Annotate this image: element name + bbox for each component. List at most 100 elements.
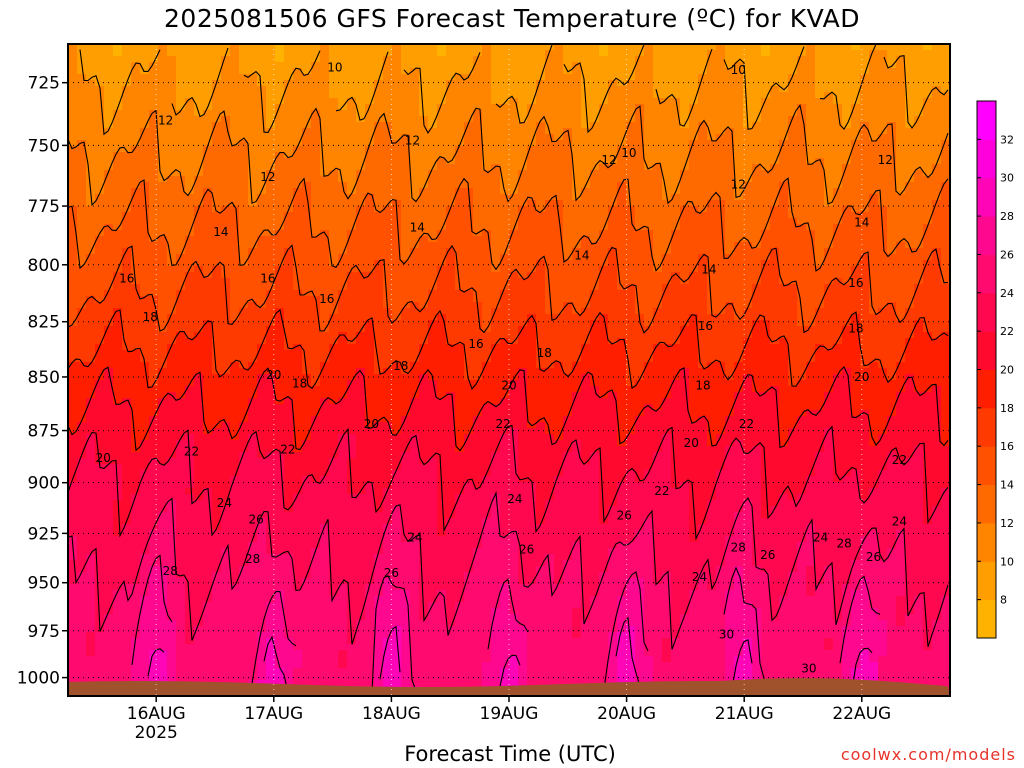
field-cell: [275, 338, 285, 345]
field-cell: [383, 422, 393, 429]
field-cell: [428, 314, 438, 321]
field-cell: [221, 380, 231, 387]
field-cell: [212, 140, 222, 147]
field-cell: [194, 242, 204, 249]
field-cell: [266, 638, 276, 645]
field-cell: [383, 218, 393, 225]
field-cell: [293, 464, 303, 471]
field-cell: [293, 542, 303, 549]
field-cell: [374, 326, 384, 333]
field-cell: [194, 194, 204, 201]
field-cell: [302, 80, 312, 87]
field-cell: [338, 326, 348, 333]
field-cell: [464, 176, 474, 183]
field-cell: [464, 656, 474, 663]
field-cell: [392, 368, 402, 375]
field-cell: [203, 398, 213, 405]
field-cell: [122, 260, 132, 267]
field-cell: [77, 644, 87, 651]
field-cell: [140, 200, 150, 207]
field-cell: [221, 416, 231, 423]
field-cell: [212, 638, 222, 645]
field-cell: [392, 380, 402, 387]
field-cell: [419, 266, 429, 273]
field-cell: [167, 434, 177, 441]
field-cell: [122, 500, 132, 507]
field-cell: [77, 584, 87, 591]
field-cell: [275, 488, 285, 495]
field-cell: [86, 542, 96, 549]
field-cell: [113, 596, 123, 603]
field-cell: [302, 128, 312, 135]
field-cell: [68, 344, 78, 351]
field-cell: [338, 572, 348, 579]
field-cell: [284, 116, 294, 123]
field-cell: [428, 524, 438, 531]
field-cell: [68, 494, 78, 501]
field-cell: [212, 356, 222, 363]
field-cell: [284, 188, 294, 195]
field-cell: [113, 194, 123, 201]
field-cell: [77, 218, 87, 225]
field-cell: [212, 308, 222, 315]
field-cell: [320, 518, 330, 525]
field-cell: [446, 470, 456, 477]
field-cell: [167, 182, 177, 189]
field-cell: [302, 56, 312, 63]
field-cell: [248, 506, 258, 513]
field-cell: [113, 626, 123, 633]
field-cell: [68, 110, 78, 117]
field-cell: [131, 602, 141, 609]
field-cell: [410, 158, 420, 165]
field-cell: [158, 164, 168, 171]
field-cell: [86, 176, 96, 183]
field-cell: [374, 482, 384, 489]
field-cell: [113, 236, 123, 243]
field-cell: [320, 332, 330, 339]
field-cell: [401, 524, 411, 531]
field-cell: [302, 416, 312, 423]
field-cell: [455, 176, 465, 183]
field-cell: [212, 380, 222, 387]
field-cell: [140, 398, 150, 405]
field-cell: [284, 518, 294, 525]
field-cell: [104, 326, 114, 333]
field-cell: [203, 122, 213, 129]
field-cell: [104, 542, 114, 549]
field-cell: [167, 422, 177, 429]
field-cell: [185, 668, 195, 675]
field-cell: [230, 500, 240, 507]
field-cell: [68, 200, 78, 207]
field-cell: [149, 44, 159, 51]
field-cell: [248, 332, 258, 339]
field-cell: [356, 158, 366, 165]
field-cell: [95, 662, 105, 669]
field-cell: [320, 464, 330, 471]
field-cell: [149, 608, 159, 615]
field-cell: [347, 596, 357, 603]
field-cell: [356, 80, 366, 87]
field-cell: [284, 56, 294, 63]
field-cell: [275, 224, 285, 231]
field-cell: [176, 332, 186, 339]
field-cell: [86, 374, 96, 381]
field-cell: [239, 134, 249, 141]
field-cell: [356, 554, 366, 561]
field-cell: [311, 476, 321, 483]
field-cell: [185, 80, 195, 87]
field-cell: [203, 560, 213, 567]
field-cell: [221, 146, 231, 153]
field-cell: [257, 68, 267, 75]
field-cell: [473, 296, 483, 303]
field-cell: [329, 506, 339, 513]
field-cell: [122, 374, 132, 381]
field-cell: [68, 440, 78, 447]
field-cell: [392, 386, 402, 393]
field-cell: [410, 428, 420, 435]
field-cell: [311, 182, 321, 189]
field-cell: [104, 206, 114, 213]
field-cell: [293, 128, 303, 135]
field-cell: [374, 278, 384, 285]
field-cell: [140, 248, 150, 255]
field-cell: [392, 74, 402, 81]
